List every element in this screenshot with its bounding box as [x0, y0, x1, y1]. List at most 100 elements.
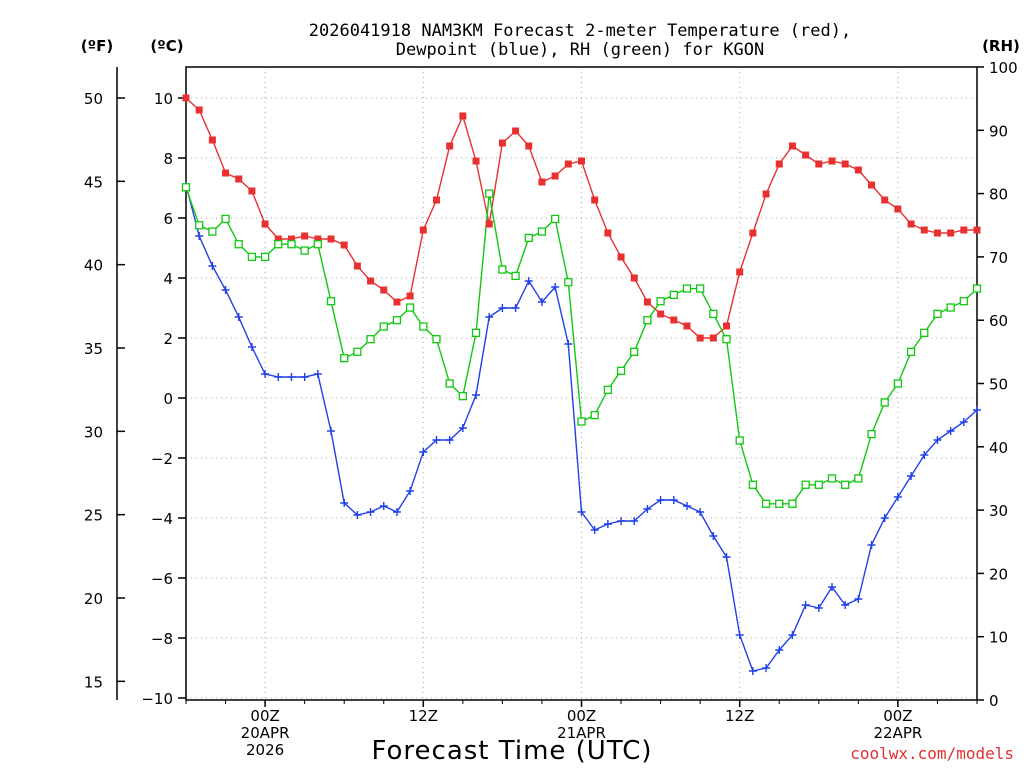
- rh-point: [405, 303, 415, 312]
- rh-point: [195, 221, 204, 230]
- dewpoint-point: [933, 436, 942, 444]
- rh-point: [590, 410, 599, 420]
- fahrenheit-tick-label: 20: [84, 590, 103, 608]
- rh-point: [550, 214, 560, 224]
- rh-point: [221, 214, 230, 224]
- chart-title-line-1: 2026041918 NAM3KM Forecast 2-meter Tempe…: [309, 21, 851, 41]
- temperature-point: [274, 235, 282, 243]
- rh-point: [458, 392, 468, 401]
- temperature-point: [749, 229, 757, 237]
- rh-tick-label: 40: [989, 439, 1008, 457]
- temperature-point: [327, 235, 335, 243]
- temperature-point: [643, 298, 651, 306]
- dewpoint-point: [551, 283, 560, 291]
- rh-point: [366, 335, 375, 344]
- x-tick-label: 00Z: [883, 707, 912, 725]
- rh-axis-label: (RH): [982, 37, 1020, 55]
- x-tick-label: 00Z: [250, 707, 279, 725]
- temperature-point: [195, 106, 203, 114]
- celsius-tick-label: 10: [154, 90, 173, 108]
- celsius-tick-label: 6: [163, 210, 173, 228]
- dewpoint-point: [946, 427, 955, 435]
- temperature-point: [472, 157, 480, 165]
- dewpoint-point: [327, 427, 336, 435]
- rh-point: [880, 398, 889, 407]
- celsius-tick-label: −10: [141, 690, 173, 708]
- rh-point: [801, 480, 810, 489]
- dewpoint-point: [920, 451, 929, 459]
- temperature-point: [340, 241, 348, 249]
- dewpoint-point: [366, 508, 375, 516]
- rh-point: [511, 271, 520, 281]
- rh-tick-label: 60: [989, 312, 1008, 330]
- chart-title-line-2: Dewpoint (blue), RH (green) for KGON: [396, 40, 764, 60]
- temperature-point: [973, 226, 981, 234]
- dewpoint-point: [603, 520, 612, 528]
- rh-point: [432, 335, 441, 344]
- temperature-point: [591, 196, 599, 204]
- dewpoint-point: [827, 583, 836, 591]
- dewpoint-point: [353, 511, 362, 519]
- x-axis-title: Forecast Time (UTC): [371, 736, 652, 766]
- rh-tick-label: 90: [989, 122, 1008, 140]
- dewpoint-point: [419, 448, 428, 456]
- temperature-point: [446, 142, 454, 150]
- temperature-point: [551, 172, 559, 180]
- temperature-point: [907, 220, 915, 228]
- fahrenheit-tick-label: 45: [84, 173, 103, 191]
- rh-point: [287, 240, 296, 249]
- x-tick-label: 12Z: [725, 707, 754, 725]
- temperature-point: [894, 205, 902, 213]
- dewpoint-point: [973, 406, 981, 414]
- x-tick-label: 20APR: [241, 724, 290, 742]
- rh-point: [485, 189, 494, 198]
- rh-point: [537, 227, 547, 236]
- rh-tick-label: 50: [989, 376, 1008, 394]
- rh-point: [906, 347, 916, 357]
- rh-point: [920, 328, 929, 338]
- temperature-point: [775, 160, 783, 168]
- temperature-point: [459, 112, 467, 120]
- rh-point: [814, 480, 823, 489]
- rh-point: [893, 379, 903, 388]
- temperature-point: [762, 190, 770, 198]
- temperature-point: [578, 157, 585, 165]
- temperature-point: [604, 229, 612, 237]
- temperature-point: [854, 166, 862, 174]
- temperature-point: [723, 322, 731, 330]
- temperature-point: [512, 127, 520, 135]
- dewpoint-point: [841, 601, 850, 609]
- rh-tick-label: 100: [989, 59, 1018, 77]
- temperature-point: [933, 229, 941, 237]
- temperature-point: [538, 178, 546, 186]
- dewpoint-point: [735, 631, 744, 639]
- dewpoint-point: [748, 667, 757, 675]
- dewpoint-point: [537, 298, 546, 306]
- dewpoint-point: [709, 532, 718, 540]
- temperature-point: [802, 151, 810, 159]
- fahrenheit-tick-label: 15: [84, 673, 103, 691]
- dewpoint-point: [682, 502, 691, 510]
- celsius-tick-label: −2: [151, 450, 173, 468]
- fahrenheit-tick-label: 30: [84, 423, 103, 441]
- dewpoint-point: [445, 436, 454, 444]
- fahrenheit-tick-label: 35: [84, 340, 103, 358]
- dewpoint-point: [458, 424, 467, 432]
- rh-point: [669, 290, 678, 300]
- rh-point: [274, 240, 283, 249]
- rh-point: [353, 347, 362, 357]
- temperature-point: [301, 232, 309, 240]
- temperature-point: [367, 277, 375, 285]
- rh-point: [247, 252, 257, 262]
- dewpoint-point: [788, 631, 797, 639]
- temperature-point: [630, 274, 638, 282]
- rh-point: [392, 316, 402, 325]
- temperature-point: [617, 253, 625, 261]
- dewpoint-point: [775, 646, 784, 654]
- dewpoint-point: [669, 496, 678, 504]
- temperature-point: [525, 142, 533, 150]
- dewpoint-point: [392, 508, 401, 516]
- dewpoint-point: [511, 304, 520, 312]
- rh-point: [498, 265, 507, 274]
- x-tick-label: 00Z: [567, 707, 596, 725]
